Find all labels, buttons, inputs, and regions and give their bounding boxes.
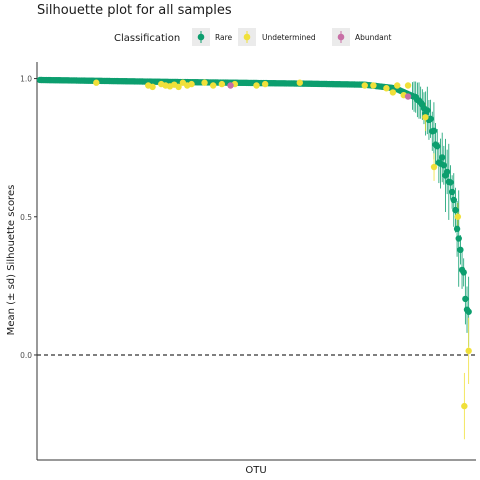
point-undetermined <box>361 82 368 89</box>
point-undetermined <box>383 85 390 92</box>
point-undetermined <box>253 82 260 89</box>
point-undetermined <box>210 82 217 89</box>
legend-key-undetermined-point <box>243 33 251 41</box>
point-rare <box>424 107 431 114</box>
point-rare <box>430 127 438 134</box>
point-undetermined <box>454 213 462 220</box>
legend-key-abundant-point <box>337 33 345 41</box>
point-abundant <box>404 93 412 100</box>
rare-points <box>36 76 472 315</box>
point-rare <box>434 143 441 150</box>
undetermined-points <box>93 79 472 410</box>
point-undetermined <box>188 80 195 88</box>
y-tick-label: 0.0 <box>20 351 32 360</box>
point-rare <box>440 162 448 169</box>
error-bars <box>411 81 470 440</box>
abundant-points <box>227 82 412 100</box>
point-undetermined <box>430 163 438 171</box>
point-rare <box>453 225 461 233</box>
point-rare <box>452 206 459 214</box>
point-rare <box>460 269 467 276</box>
legend-label-undetermined: Undetermined <box>262 33 316 42</box>
point-undetermined <box>296 79 303 86</box>
chart-title: Silhouette plot for all samples <box>37 3 232 18</box>
legend-label-abundant: Abundant <box>355 33 392 42</box>
y-axis-title: Mean (± sd) Silhouette scores <box>6 185 17 336</box>
point-undetermined <box>175 83 182 91</box>
point-rare <box>443 168 451 176</box>
point-undetermined <box>261 80 269 88</box>
point-undetermined <box>389 89 397 96</box>
point-undetermined <box>93 79 100 86</box>
legend-key-rare-point <box>197 33 205 41</box>
y-tick-label: 0.5 <box>20 213 32 222</box>
point-rare <box>465 308 472 315</box>
legend-entry-undetermined: Undetermined <box>238 28 316 46</box>
point-rare <box>448 188 456 196</box>
x-axis-title: OTU <box>245 465 266 476</box>
point-rare <box>450 196 457 204</box>
legend-label-rare: Rare <box>215 33 233 42</box>
point-undetermined <box>461 402 468 410</box>
y-tick-label: 1.0 <box>20 75 32 84</box>
point-undetermined <box>201 79 208 86</box>
legend-entry-rare: Rare <box>192 28 233 46</box>
point-undetermined <box>394 82 401 89</box>
point-undetermined <box>218 80 226 88</box>
point-rare <box>427 115 434 123</box>
point-undetermined <box>465 347 472 355</box>
point-rare <box>447 179 454 186</box>
point-rare <box>457 246 464 254</box>
legend: Classification Rare Undetermined Abundan… <box>114 28 392 46</box>
point-undetermined <box>370 82 377 89</box>
point-undetermined <box>422 114 429 121</box>
y-axis-ticks: 0.0 0.5 1.0 <box>20 75 37 360</box>
point-rare <box>462 295 469 303</box>
point-undetermined <box>404 82 412 89</box>
legend-title: Classification <box>114 33 180 44</box>
point-undetermined <box>149 83 156 91</box>
point-rare <box>455 235 462 242</box>
plot-area: 0.0 0.5 1.0 <box>20 62 476 461</box>
point-abundant <box>227 82 234 89</box>
point-rare <box>438 154 446 161</box>
legend-entry-abundant: Abundant <box>332 28 392 46</box>
